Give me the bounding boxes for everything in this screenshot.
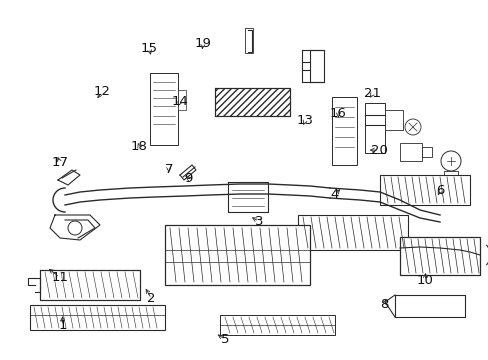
- Text: 20: 20: [370, 144, 386, 157]
- Text: 15: 15: [141, 42, 157, 55]
- Bar: [443, 171, 457, 176]
- Bar: [30, 305, 164, 330]
- Bar: [302, 50, 324, 82]
- Bar: [379, 175, 469, 205]
- Bar: [178, 90, 185, 110]
- Text: 9: 9: [183, 172, 192, 185]
- Text: 10: 10: [416, 274, 433, 287]
- Text: 21: 21: [364, 87, 380, 100]
- Bar: [399, 143, 421, 161]
- Text: 14: 14: [171, 95, 188, 108]
- Text: 17: 17: [51, 156, 68, 169]
- Text: 5: 5: [220, 333, 229, 346]
- Text: 12: 12: [93, 85, 110, 98]
- Text: 19: 19: [194, 37, 211, 50]
- Bar: [394, 295, 464, 317]
- Text: 13: 13: [296, 114, 313, 127]
- Text: 7: 7: [164, 163, 173, 176]
- Bar: [297, 215, 407, 250]
- Text: 6: 6: [435, 184, 444, 197]
- Text: 1: 1: [58, 319, 67, 332]
- Bar: [215, 88, 289, 116]
- Bar: [244, 28, 252, 53]
- Bar: [40, 270, 140, 300]
- Bar: [227, 182, 267, 212]
- Bar: [150, 73, 178, 145]
- Text: 4: 4: [330, 188, 339, 201]
- Bar: [399, 237, 479, 275]
- Bar: [331, 97, 356, 165]
- Text: 8: 8: [379, 298, 387, 311]
- Text: 18: 18: [131, 140, 147, 153]
- Text: 11: 11: [51, 271, 68, 284]
- Bar: [164, 225, 309, 285]
- Bar: [220, 315, 334, 335]
- Bar: [364, 103, 384, 153]
- Bar: [421, 147, 431, 157]
- Text: 2: 2: [147, 292, 156, 305]
- Text: 3: 3: [254, 215, 263, 228]
- Text: 16: 16: [329, 107, 346, 120]
- Bar: [384, 110, 402, 130]
